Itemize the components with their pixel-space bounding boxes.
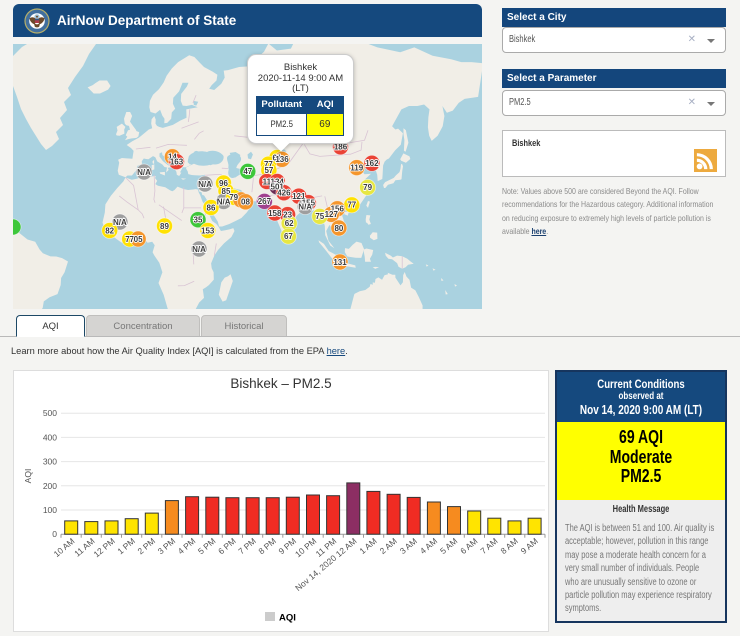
svg-text:12 PM: 12 PM <box>92 536 117 559</box>
svg-text:200: 200 <box>43 481 57 491</box>
svg-text:10 AM: 10 AM <box>52 536 77 559</box>
svg-text:4 AM: 4 AM <box>418 536 439 556</box>
svg-text:155: 155 <box>302 198 316 207</box>
svg-text:14: 14 <box>168 153 177 162</box>
svg-text:Bishkek – PM2.5: Bishkek – PM2.5 <box>230 376 331 391</box>
svg-text:153: 153 <box>201 226 215 235</box>
svg-text:N/A: N/A <box>298 202 312 211</box>
svg-text:163: 163 <box>170 157 184 166</box>
svg-text:57: 57 <box>264 166 273 175</box>
svg-text:79: 79 <box>229 193 238 202</box>
svg-text:3 AM: 3 AM <box>398 536 419 556</box>
svg-text:4 PM: 4 PM <box>176 536 198 556</box>
svg-text:186: 186 <box>334 143 348 152</box>
svg-text:136: 136 <box>275 155 289 164</box>
svg-text:119: 119 <box>350 163 363 172</box>
svg-text:80: 80 <box>334 224 343 233</box>
svg-text:1 PM: 1 PM <box>115 536 137 556</box>
svg-text:77: 77 <box>264 160 273 169</box>
svg-text:62: 62 <box>285 219 294 228</box>
svg-text:131: 131 <box>333 258 347 267</box>
svg-text:2 PM: 2 PM <box>135 536 157 556</box>
svg-text:61: 61 <box>273 153 282 162</box>
svg-text:0: 0 <box>52 529 57 539</box>
svg-text:77: 77 <box>347 201 356 210</box>
svg-text:267: 267 <box>258 197 272 206</box>
svg-text:5 PM: 5 PM <box>196 536 218 556</box>
svg-text:23: 23 <box>283 210 292 219</box>
svg-text:400: 400 <box>43 432 57 442</box>
svg-text:8 AM: 8 AM <box>499 536 520 556</box>
svg-text:N/A: N/A <box>137 168 151 177</box>
svg-text:05: 05 <box>134 235 143 244</box>
svg-text:AQI: AQI <box>23 469 33 484</box>
svg-text:2 AM: 2 AM <box>378 536 399 556</box>
svg-text:35: 35 <box>194 216 203 225</box>
svg-text:9 AM: 9 AM <box>519 536 540 556</box>
svg-text:67: 67 <box>284 232 293 241</box>
svg-text:156: 156 <box>331 205 345 214</box>
svg-text:7 PM: 7 PM <box>236 536 258 556</box>
svg-text:75: 75 <box>315 212 324 221</box>
svg-text:N/A: N/A <box>113 218 127 227</box>
svg-text:426: 426 <box>277 189 291 198</box>
svg-text:79: 79 <box>363 183 372 192</box>
svg-text:AQI: AQI <box>279 613 296 624</box>
svg-text:501: 501 <box>271 183 285 192</box>
svg-text:85: 85 <box>222 187 231 196</box>
svg-text:7 AM: 7 AM <box>478 536 499 556</box>
svg-text:11 AM: 11 AM <box>72 536 96 559</box>
svg-text:47: 47 <box>243 167 252 176</box>
svg-text:5 AM: 5 AM <box>438 536 459 556</box>
svg-text:86: 86 <box>207 203 216 212</box>
svg-text:500: 500 <box>43 408 57 418</box>
svg-text:127: 127 <box>325 210 339 219</box>
svg-text:162: 162 <box>365 159 379 168</box>
svg-text:10 PM: 10 PM <box>293 536 318 559</box>
svg-text:1 AM: 1 AM <box>357 536 378 556</box>
svg-text:82: 82 <box>105 226 114 235</box>
svg-text:121: 121 <box>292 192 306 201</box>
svg-text:134: 134 <box>271 177 285 186</box>
svg-text:100: 100 <box>43 505 57 515</box>
svg-text:08: 08 <box>241 198 250 207</box>
svg-text:3 PM: 3 PM <box>156 536 178 556</box>
svg-text:77: 77 <box>125 235 134 244</box>
svg-text:8 PM: 8 PM <box>256 536 278 556</box>
svg-text:N/A: N/A <box>192 245 206 254</box>
svg-text:6 PM: 6 PM <box>216 536 238 556</box>
svg-text:158: 158 <box>268 209 282 218</box>
svg-text:N/A: N/A <box>198 180 212 189</box>
svg-text:N/A: N/A <box>217 197 231 206</box>
svg-text:96: 96 <box>219 179 228 188</box>
svg-text:6 AM: 6 AM <box>458 536 479 556</box>
svg-text:89: 89 <box>160 222 169 231</box>
svg-text:11: 11 <box>263 177 272 186</box>
svg-text:300: 300 <box>43 457 57 467</box>
